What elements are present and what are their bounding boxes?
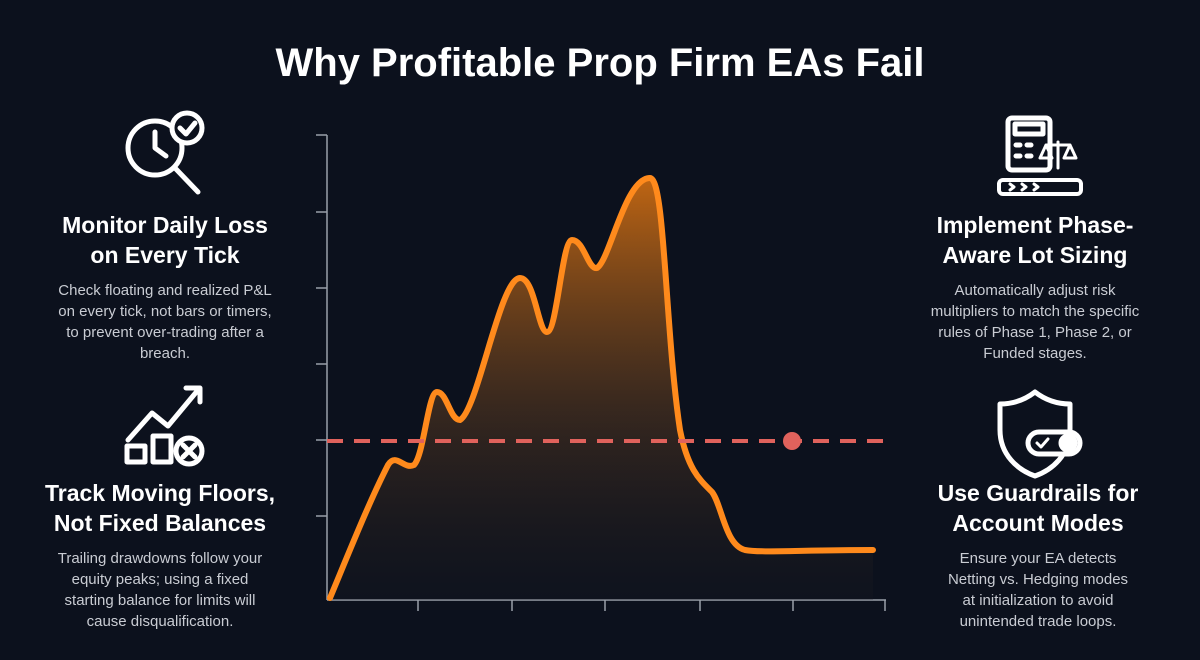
panel-body: Automatically adjust risk — [955, 282, 1116, 299]
clock-search-icon — [125, 110, 205, 195]
panel-heading: Monitor Daily Loss — [62, 212, 268, 238]
panel-heading: Implement Phase- — [937, 212, 1134, 238]
panel-heading: Not Fixed Balances — [54, 510, 266, 536]
panel-body: Netting vs. Hedging modes — [948, 571, 1128, 588]
panel-body: Check floating and realized P&L — [58, 282, 271, 299]
panels: Monitor Daily Loss on Every Tick Check flo… — [45, 212, 1140, 630]
breach-dot — [783, 432, 801, 450]
panel-body: unintended trade loops. — [960, 613, 1117, 630]
chart-illustration — [316, 134, 886, 611]
growth-chart-icon — [124, 385, 205, 467]
panel-body: breach. — [140, 345, 190, 362]
panel-body: Ensure your EA detects — [960, 550, 1117, 567]
panel-heading: Use Guardrails for — [938, 480, 1139, 506]
panel-body: rules of Phase 1, Phase 2, or — [938, 324, 1131, 341]
title: Why Profitable Prop Firm EAs Fail — [276, 41, 925, 85]
panel-heading: Aware Lot Sizing — [943, 242, 1128, 268]
panel-body: starting balance for limits will — [65, 592, 256, 609]
shield-toggle-icon — [997, 389, 1083, 479]
panel-heading: on Every Tick — [90, 242, 239, 268]
panel-body: Funded stages. — [983, 345, 1086, 362]
panel-heading: Track Moving Floors, — [45, 480, 275, 506]
panel-body: on every tick, not bars or timers, — [58, 303, 271, 320]
panel-heading: Account Modes — [952, 510, 1123, 536]
calculator-scale-icon — [997, 115, 1083, 196]
panel-body: cause disqualification. — [87, 613, 234, 630]
panel-body: multipliers to match the specific — [931, 303, 1140, 320]
panel-body: to prevent over-trading after a — [66, 324, 264, 341]
equity-line — [327, 174, 876, 601]
panel-body: Trailing drawdowns follow your — [58, 550, 263, 567]
equity-area — [330, 178, 873, 600]
panel-body: at initialization to avoid — [963, 592, 1114, 609]
axis-ticks — [316, 134, 886, 611]
panel-body: equity peaks; using a fixed — [72, 571, 249, 588]
